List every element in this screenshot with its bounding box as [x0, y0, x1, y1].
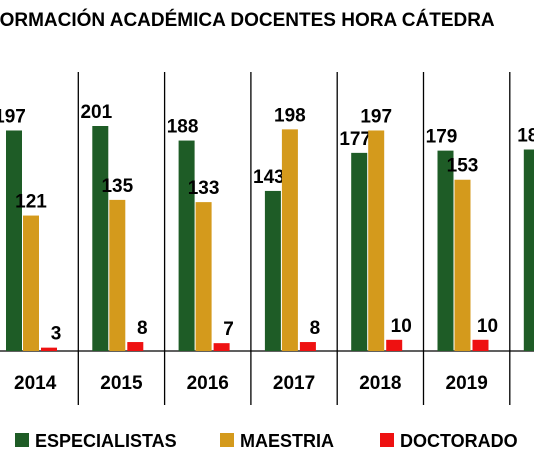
data-label-doctorado-2014: 3: [51, 324, 62, 345]
bar-especialistas-2017: [264, 190, 281, 351]
bar-maestria-2019: [454, 179, 471, 351]
bar-especialistas-2018: [351, 152, 368, 351]
x-tick-label-2015: 2015: [100, 373, 143, 394]
chart-title: FORMACIÓN ACADÉMICA DOCENTES HORA CÁTEDR…: [0, 9, 495, 31]
legend-label-doctorado: DOCTORADO: [400, 431, 518, 451]
legend-swatch-maestria: [220, 433, 234, 447]
bar-doctorado-2014: [41, 347, 57, 351]
legend-swatch-doctorado: [380, 433, 394, 447]
x-tick-label-2014: 2014: [14, 373, 57, 394]
bar-especialistas-2020: [523, 149, 534, 351]
bar-doctorado-2016: [213, 343, 230, 351]
x-tick-label-2018: 2018: [359, 373, 401, 394]
data-label-maestria-2014: 121: [15, 192, 47, 213]
data-label-especialistas-2014: 197: [0, 106, 26, 127]
data-label-especialistas-2019: 179: [426, 127, 458, 148]
data-label-doctorado-2017: 8: [310, 318, 321, 339]
legend-label-especialistas: ESPECIALISTAS: [35, 431, 177, 451]
data-label-especialistas-2020: 18: [517, 126, 534, 147]
data-label-doctorado-2016: 7: [223, 319, 234, 340]
data-label-maestria-2018: 197: [360, 106, 392, 127]
bar-maestria-2017: [281, 129, 298, 351]
x-tick-label-2016: 2016: [187, 373, 229, 394]
plot-area: 197 121 3 2014 201 135 8 2015 188 133 7 2016 143 198 8…: [0, 72, 534, 405]
legend-label-maestria: MAESTRIA: [240, 431, 334, 451]
bar-doctorado-2015: [127, 342, 144, 351]
data-label-doctorado-2018: 10: [391, 316, 412, 337]
legend: ESPECIALISTAS MAESTRIA DOCTORADO: [15, 431, 518, 451]
bar-especialistas-2016: [178, 140, 195, 351]
data-label-especialistas-2017: 143: [253, 167, 285, 188]
data-label-especialistas-2018: 177: [339, 129, 371, 150]
data-label-especialistas-2016: 188: [167, 117, 199, 138]
bar-maestria-2015: [109, 199, 126, 351]
x-tick-label-2019: 2019: [446, 373, 488, 394]
bar-doctorado-2018: [386, 339, 403, 351]
data-label-doctorado-2019: 10: [477, 316, 498, 337]
data-label-maestria-2015: 135: [101, 176, 133, 197]
bar-especialistas-2014: [6, 130, 22, 351]
bar-maestria-2016: [195, 202, 212, 351]
bar-especialistas-2015: [92, 126, 109, 351]
bar-maestria-2014: [23, 215, 39, 351]
bar-especialistas-2019: [437, 150, 454, 351]
bar-maestria-2018: [368, 130, 385, 351]
data-label-especialistas-2015: 201: [80, 102, 112, 123]
bar-doctorado-2017: [299, 342, 316, 351]
data-label-maestria-2017: 198: [274, 105, 306, 126]
data-label-maestria-2019: 153: [447, 156, 479, 177]
data-label-doctorado-2015: 8: [137, 318, 148, 339]
x-tick-label-2017: 2017: [273, 373, 315, 394]
data-label-maestria-2016: 133: [188, 178, 220, 199]
bar-doctorado-2019: [472, 339, 489, 351]
legend-swatch-especialistas: [15, 433, 29, 447]
